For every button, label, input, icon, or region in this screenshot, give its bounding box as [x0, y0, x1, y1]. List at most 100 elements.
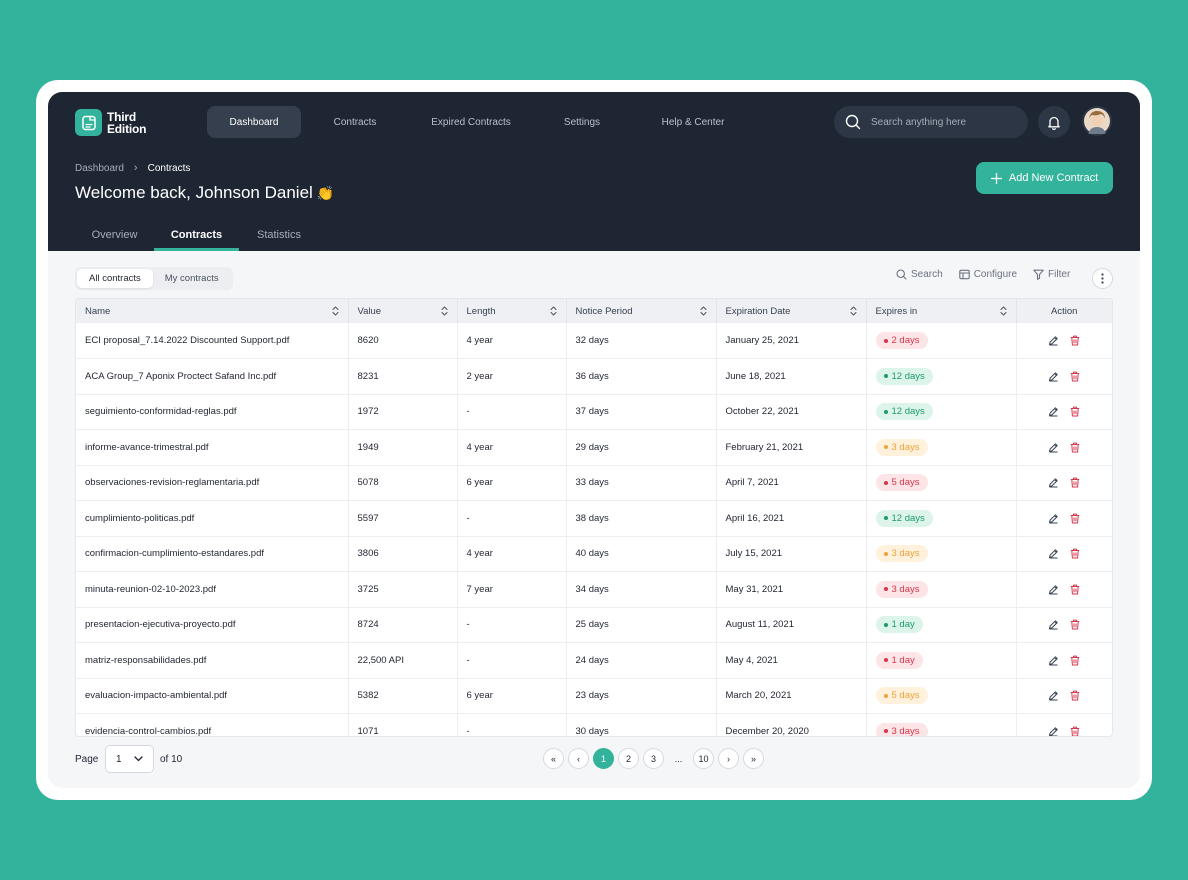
- nav-settings[interactable]: Settings: [563, 116, 601, 128]
- notification-button[interactable]: [1038, 106, 1070, 138]
- search-input[interactable]: [871, 116, 1011, 128]
- cell-value: 1972: [348, 394, 458, 430]
- status-badge-label: 5 days: [891, 477, 920, 489]
- cell-action: [1016, 394, 1112, 430]
- welcome-text: Welcome back, Johnson Daniel: [75, 183, 313, 202]
- table-row[interactable]: presentacion-ejecutiva-proyecto.pdf 8724-…: [76, 607, 1112, 643]
- status-dot-icon: [883, 480, 888, 485]
- more-options-button[interactable]: [1092, 268, 1113, 289]
- trash-icon[interactable]: [1070, 690, 1080, 701]
- edit-icon[interactable]: [1048, 442, 1059, 453]
- cell-expires-in: 5 days: [866, 465, 1017, 501]
- prev-page-button[interactable]: ‹: [568, 748, 589, 769]
- page-1-button[interactable]: 1: [593, 748, 614, 769]
- trash-icon[interactable]: [1070, 371, 1080, 382]
- trash-icon[interactable]: [1070, 726, 1080, 736]
- cell-expiration-date: May 31, 2021: [716, 571, 867, 608]
- trash-icon[interactable]: [1070, 655, 1080, 666]
- table-row[interactable]: minuta-reunion-02-10-2023.pdf 3725 7 year 3…: [76, 571, 1112, 608]
- next-page-button[interactable]: ›: [718, 748, 739, 769]
- more-vertical-icon: [1101, 273, 1104, 284]
- edit-icon[interactable]: [1048, 335, 1059, 346]
- status-badge-label: 5 days: [891, 690, 920, 702]
- edit-icon[interactable]: [1048, 726, 1059, 736]
- table-row[interactable]: confirmacion-cumplimiento-estandares.pdf…: [76, 536, 1112, 572]
- breadcrumb-root[interactable]: Dashboard: [75, 162, 124, 174]
- column-header-notice-period[interactable]: Notice Period: [566, 299, 717, 323]
- breadcrumb: Dashboard › Contracts: [75, 162, 190, 174]
- status-badge-label: 1 day: [891, 619, 915, 631]
- bell-icon: [1047, 115, 1061, 130]
- page-2-button[interactable]: 2: [618, 748, 639, 769]
- trash-icon[interactable]: [1070, 513, 1080, 524]
- tab-overview[interactable]: Overview: [91, 229, 138, 241]
- cell-expiration-date: June 18, 2021: [716, 358, 867, 395]
- column-header-name[interactable]: Name: [76, 299, 349, 323]
- cell-expiration-date: October 22, 2021: [716, 394, 867, 430]
- table-row[interactable]: observaciones-revision-reglamentaria.pdf…: [76, 465, 1112, 501]
- trash-icon[interactable]: [1070, 335, 1080, 346]
- trash-icon[interactable]: [1070, 548, 1080, 559]
- add-new-contract-button[interactable]: Add New Contract: [976, 162, 1113, 194]
- trash-icon[interactable]: [1070, 442, 1080, 453]
- edit-icon[interactable]: [1048, 477, 1059, 488]
- cell-expires-in: 1 day: [866, 607, 1017, 643]
- page-3-button[interactable]: 3: [643, 748, 664, 769]
- tab-statistics[interactable]: Statistics: [256, 229, 301, 241]
- table-row[interactable]: seguimiento-conformidad-reglas.pdf 1972-3…: [76, 394, 1112, 430]
- cell-action: [1016, 571, 1112, 608]
- table-row[interactable]: evaluacion-impacto-ambiental.pdf 5382 6 ye…: [76, 678, 1112, 714]
- cell-value: 5078: [348, 465, 458, 501]
- table-row[interactable]: evidencia-control-cambios.pdf 1071-30 day…: [76, 713, 1112, 736]
- cell-length: -: [457, 500, 567, 537]
- cell-expiration-date: July 15, 2021: [716, 536, 867, 572]
- tabs: Overview Contracts Statistics: [75, 219, 319, 251]
- table-row[interactable]: ECI proposal_7.14.2022 Discounted Suppor…: [76, 323, 1112, 359]
- cell-expiration-date: August 11, 2021: [716, 607, 867, 643]
- edit-icon[interactable]: [1048, 690, 1059, 701]
- column-header-length[interactable]: Length: [457, 299, 567, 323]
- edit-icon[interactable]: [1048, 655, 1059, 666]
- edit-icon[interactable]: [1048, 584, 1059, 595]
- edit-icon[interactable]: [1048, 619, 1059, 630]
- cell-value: 8231: [348, 358, 458, 395]
- nav-contracts[interactable]: Contracts: [333, 116, 377, 128]
- cell-value: 8724: [348, 607, 458, 643]
- status-badge: 3 days: [875, 545, 928, 563]
- logo-icon: [75, 109, 102, 136]
- edit-icon[interactable]: [1048, 371, 1059, 382]
- edit-icon[interactable]: [1048, 548, 1059, 559]
- all-contracts-toggle[interactable]: All contracts: [77, 269, 153, 288]
- nav-dashboard[interactable]: Dashboard: [207, 106, 301, 138]
- column-header-expires-in[interactable]: Expires in: [866, 299, 1017, 323]
- first-page-button[interactable]: «: [543, 748, 564, 769]
- table-row[interactable]: ACA Group_7 Aponix Proctect Safand Inc.p…: [76, 358, 1112, 395]
- trash-icon[interactable]: [1070, 584, 1080, 595]
- filter-button[interactable]: Filter: [1033, 269, 1070, 280]
- column-header-expiration-date[interactable]: Expiration Date: [716, 299, 867, 323]
- edit-icon[interactable]: [1048, 513, 1059, 524]
- status-dot-icon: [883, 338, 888, 343]
- column-header-value[interactable]: Value: [348, 299, 458, 323]
- edit-icon[interactable]: [1048, 406, 1059, 417]
- avatar[interactable]: [1082, 106, 1112, 136]
- cell-expiration-date: March 20, 2021: [716, 678, 867, 714]
- nav-help-center[interactable]: Help & Center: [661, 116, 725, 128]
- last-page-button[interactable]: »: [743, 748, 764, 769]
- my-contracts-toggle[interactable]: My contracts: [164, 273, 219, 284]
- nav-expired-contracts[interactable]: Expired Contracts: [431, 116, 511, 128]
- page-10-button[interactable]: 10: [693, 748, 714, 769]
- trash-icon[interactable]: [1070, 406, 1080, 417]
- cell-value: 1071: [348, 713, 458, 736]
- table-row[interactable]: informe-avance-trimestral.pdf 1949 4 year 2…: [76, 429, 1112, 466]
- search-tool-button[interactable]: Search: [896, 269, 943, 280]
- trash-icon[interactable]: [1070, 619, 1080, 630]
- table-row[interactable]: cumplimiento-politicas.pdf 5597-38 days Ap…: [76, 500, 1112, 537]
- table-row[interactable]: matriz-responsabilidades.pdf 22,500 API -2…: [76, 642, 1112, 679]
- configure-button[interactable]: Configure: [958, 269, 1017, 280]
- logo[interactable]: Third Edition: [75, 109, 146, 136]
- page-select-value: 1: [116, 753, 122, 765]
- tab-contracts[interactable]: Contracts: [154, 219, 239, 251]
- page-select[interactable]: 1: [105, 745, 154, 773]
- trash-icon[interactable]: [1070, 477, 1080, 488]
